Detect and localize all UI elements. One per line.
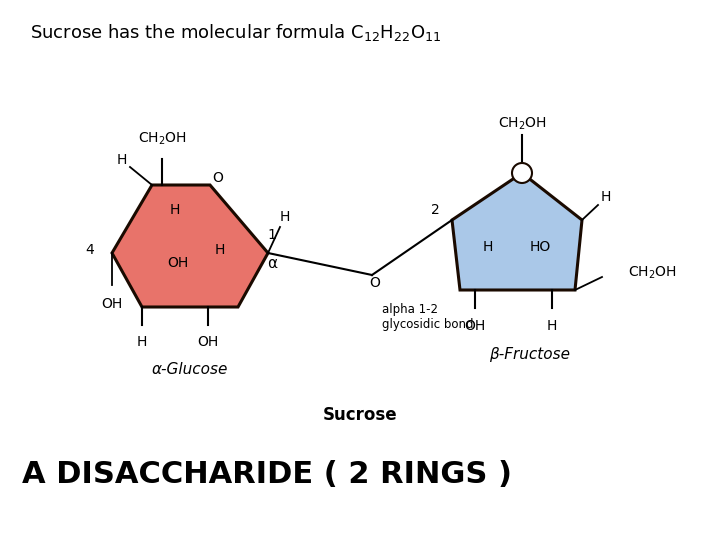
Polygon shape: [112, 185, 268, 307]
Circle shape: [512, 163, 532, 183]
Text: Sucrose: Sucrose: [323, 406, 397, 424]
Text: H: H: [117, 153, 127, 167]
Text: 1: 1: [268, 228, 276, 242]
Text: H: H: [280, 210, 290, 224]
Text: H: H: [483, 240, 493, 254]
Text: OH: OH: [197, 335, 219, 349]
Text: H: H: [546, 319, 557, 333]
Text: O: O: [516, 166, 528, 180]
Text: alpha 1-2
glycosidic bond: alpha 1-2 glycosidic bond: [382, 303, 474, 331]
Text: α-Glucose: α-Glucose: [152, 362, 228, 377]
Polygon shape: [452, 173, 582, 290]
Text: 2: 2: [431, 203, 439, 217]
Text: HO: HO: [529, 240, 551, 254]
Text: O: O: [369, 276, 380, 290]
Text: α: α: [267, 255, 277, 271]
Text: H: H: [137, 335, 147, 349]
Text: 4: 4: [86, 243, 94, 257]
Text: CH$_2$OH: CH$_2$OH: [138, 131, 186, 147]
Text: OH: OH: [464, 319, 485, 333]
Text: A DISACCHARIDE ( 2 RINGS ): A DISACCHARIDE ( 2 RINGS ): [22, 460, 512, 489]
Text: O: O: [212, 171, 223, 185]
Text: H: H: [600, 190, 611, 204]
Text: OH: OH: [167, 256, 189, 270]
Text: H: H: [215, 243, 225, 257]
Text: OH: OH: [102, 297, 122, 311]
Text: CH$_2$OH: CH$_2$OH: [628, 265, 677, 281]
Text: Sucrose has the molecular formula C$_{12}$H$_{22}$O$_{11}$: Sucrose has the molecular formula C$_{12…: [30, 22, 441, 43]
Text: H: H: [170, 203, 180, 217]
Text: CH$_2$OH: CH$_2$OH: [498, 116, 546, 132]
Text: β-Fructose: β-Fructose: [490, 348, 570, 362]
